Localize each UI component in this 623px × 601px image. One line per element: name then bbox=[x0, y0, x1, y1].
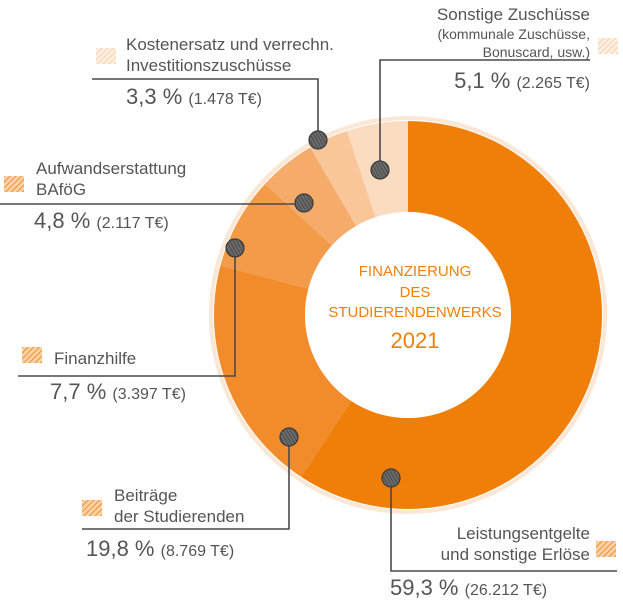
slice-beitraege bbox=[213, 265, 352, 477]
legend-label-beitraege: Beiträge der Studierenden bbox=[114, 486, 245, 526]
legend-label-finanzhilfe: Finanzhilfe bbox=[54, 349, 137, 368]
leader-marker-bafoeg bbox=[294, 193, 314, 213]
leader-line-beitraege bbox=[82, 437, 290, 530]
leader-marker-leistungsentgelte bbox=[381, 468, 401, 488]
legend-swatch-bafoeg bbox=[4, 176, 24, 192]
legend-swatch-sonstige bbox=[598, 38, 618, 54]
leader-marker-finanzhilfe bbox=[225, 238, 245, 258]
legend-swatch-beitraege bbox=[82, 500, 102, 516]
value-label-sonstige: 5,1 % (2.265 T€) bbox=[454, 68, 590, 93]
center-title-line-2: DES bbox=[399, 284, 431, 301]
leader-line-finanzhilfe bbox=[18, 248, 236, 377]
leader-line-sonstige bbox=[379, 59, 590, 170]
slice-leistungsentgelte bbox=[300, 121, 603, 509]
value-label-leistungsentgelte: 59,3 % (26.212 T€) bbox=[390, 575, 548, 600]
legend-label-sonstige: Sonstige Zuschüsse (kommunale Zuschüsse,… bbox=[436, 5, 590, 60]
center-year: 2021 bbox=[390, 328, 440, 353]
donut-outer-ring bbox=[209, 116, 607, 514]
value-label-finanzhilfe: 7,7 % (3.397 T€) bbox=[50, 379, 186, 404]
center-title-line-3: STUDIERENDENWERKS bbox=[328, 304, 502, 321]
legend-label-bafoeg: Aufwandserstattung BAföG bbox=[36, 159, 187, 199]
slice-kostenersatz bbox=[310, 130, 376, 227]
legend-swatch-finanzhilfe bbox=[22, 347, 42, 363]
value-label-bafoeg: 4,8 % (2.117 T€) bbox=[34, 208, 169, 233]
leader-marker-beitraege bbox=[279, 427, 299, 447]
legend-label-kostenersatz: Kostenersatz und verrechn. Investitionsz… bbox=[126, 35, 334, 75]
value-label-kostenersatz: 3,3 % (1.478 T€) bbox=[126, 84, 262, 109]
leader-marker-sonstige bbox=[370, 160, 390, 180]
value-label-beitraege: 19,8 % (8.769 T€) bbox=[86, 536, 235, 561]
legend-label-leistungsentgelte: Leistungsentgelte und sonstige Erlöse bbox=[440, 524, 590, 564]
leader-line-kostenersatz bbox=[92, 78, 319, 140]
legend-swatch-kostenersatz bbox=[96, 48, 116, 64]
donut-hole bbox=[305, 212, 511, 418]
center-title-line-1: FINANZIERUNG bbox=[358, 263, 472, 280]
leader-line-leistungsentgelte bbox=[390, 478, 617, 572]
legend-swatch-leistungsentgelte bbox=[596, 541, 616, 557]
slice-finanzhilfe bbox=[220, 183, 333, 289]
leader-marker-kostenersatz bbox=[308, 130, 328, 150]
